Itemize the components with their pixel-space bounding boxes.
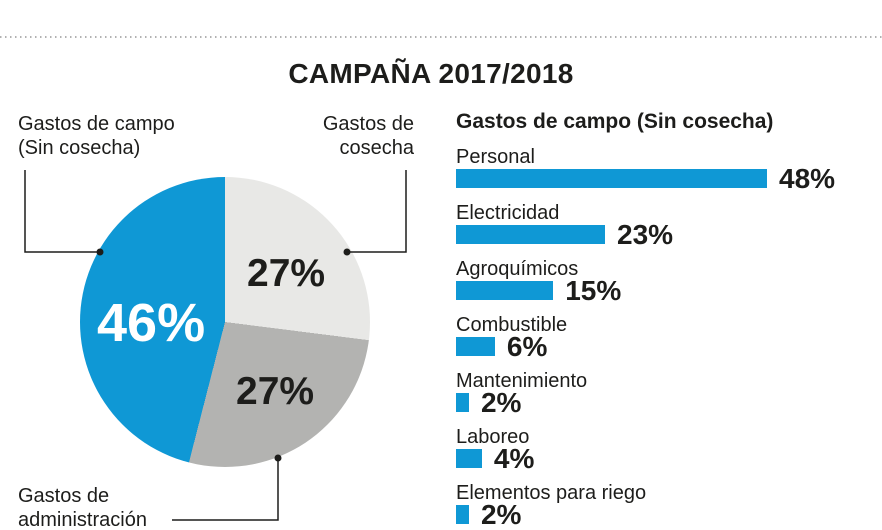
pie-label-campo-line1: Gastos de campo — [18, 113, 175, 135]
bar-category-label: Laboreo — [456, 426, 530, 448]
bar-row: Agroquímicos 15% — [456, 257, 876, 304]
bar-value-label: 48% — [779, 162, 836, 194]
bar-fill — [456, 337, 495, 356]
bar-value-label: 2% — [480, 386, 522, 418]
bar-line: 2% — [456, 500, 876, 528]
bar-row: Elementos para riego 2% — [456, 481, 876, 528]
bar-row: Laboreo 4% — [456, 425, 876, 472]
bar-row: Combustible 6% — [456, 313, 876, 360]
bar-category-label: Mantenimiento — [456, 370, 588, 392]
bar-fill — [456, 169, 768, 188]
bar-value-label: 4% — [493, 442, 535, 474]
pie-label-campo: Gastos de campo (Sin cosecha) — [18, 112, 175, 160]
bar-value-label: 6% — [506, 330, 548, 362]
pie-value-cosecha: 27% — [247, 252, 326, 295]
pie-label-cosecha-line1: Gastos de — [322, 113, 414, 135]
bar-category-label: Electricidad — [456, 202, 560, 224]
bar-line: 6% — [456, 332, 876, 360]
bar-line: 4% — [456, 444, 876, 472]
pie-label-campo-line2: (Sin cosecha) — [18, 137, 141, 159]
page-title: CAMPAÑA 2017/2018 — [288, 58, 574, 89]
bar-chart-title: Gastos de campo (Sin cosecha) — [456, 110, 774, 133]
bar-row: Personal 48% — [456, 145, 876, 192]
bar-fill — [456, 393, 469, 412]
pie-label-cosecha-line2: cosecha — [339, 137, 415, 159]
bar-line: 48% — [456, 164, 876, 192]
bar-chart-panel: Gastos de campo (Sin cosecha) Personal 48… — [456, 110, 876, 530]
top-dotted-divider — [0, 36, 882, 38]
leader-line-cosecha — [347, 170, 407, 253]
bar-category-label: Combustible — [456, 314, 568, 336]
bar-fill — [456, 225, 606, 244]
bar-fill — [456, 281, 554, 300]
leader-line-admin — [172, 458, 279, 521]
bar-line: 23% — [456, 220, 876, 248]
leader-line-campo — [24, 170, 100, 253]
pie-label-admin-line1: Gastos de — [18, 485, 110, 507]
bar-category-label: Personal — [456, 146, 535, 168]
bar-value-label: 15% — [565, 274, 622, 306]
bar-value-label: 2% — [480, 498, 522, 530]
bar-category-label: Agroquímicos — [456, 258, 579, 280]
bar-value-label: 23% — [617, 218, 674, 250]
pie-label-cosecha: Gastos de cosecha — [254, 112, 414, 160]
pie-label-admin: Gastos de administración — [18, 484, 147, 530]
bar-line: 15% — [456, 276, 876, 304]
bar-line: 2% — [456, 388, 876, 416]
bar-category-label: Elementos para riego — [456, 482, 647, 504]
pie-chart — [80, 177, 370, 467]
bar-fill — [456, 449, 482, 468]
bar-row: Electricidad 23% — [456, 201, 876, 248]
bar-chart-rows: Personal 48% Electricidad 23% Agroquímicos 15… — [456, 145, 876, 528]
pie-value-admin: 27% — [236, 370, 315, 413]
pie-value-campo: 46% — [97, 293, 206, 353]
pie-label-admin-line2: administración — [18, 509, 147, 530]
bar-row: Mantenimiento 2% — [456, 369, 876, 416]
bar-fill — [456, 505, 469, 524]
